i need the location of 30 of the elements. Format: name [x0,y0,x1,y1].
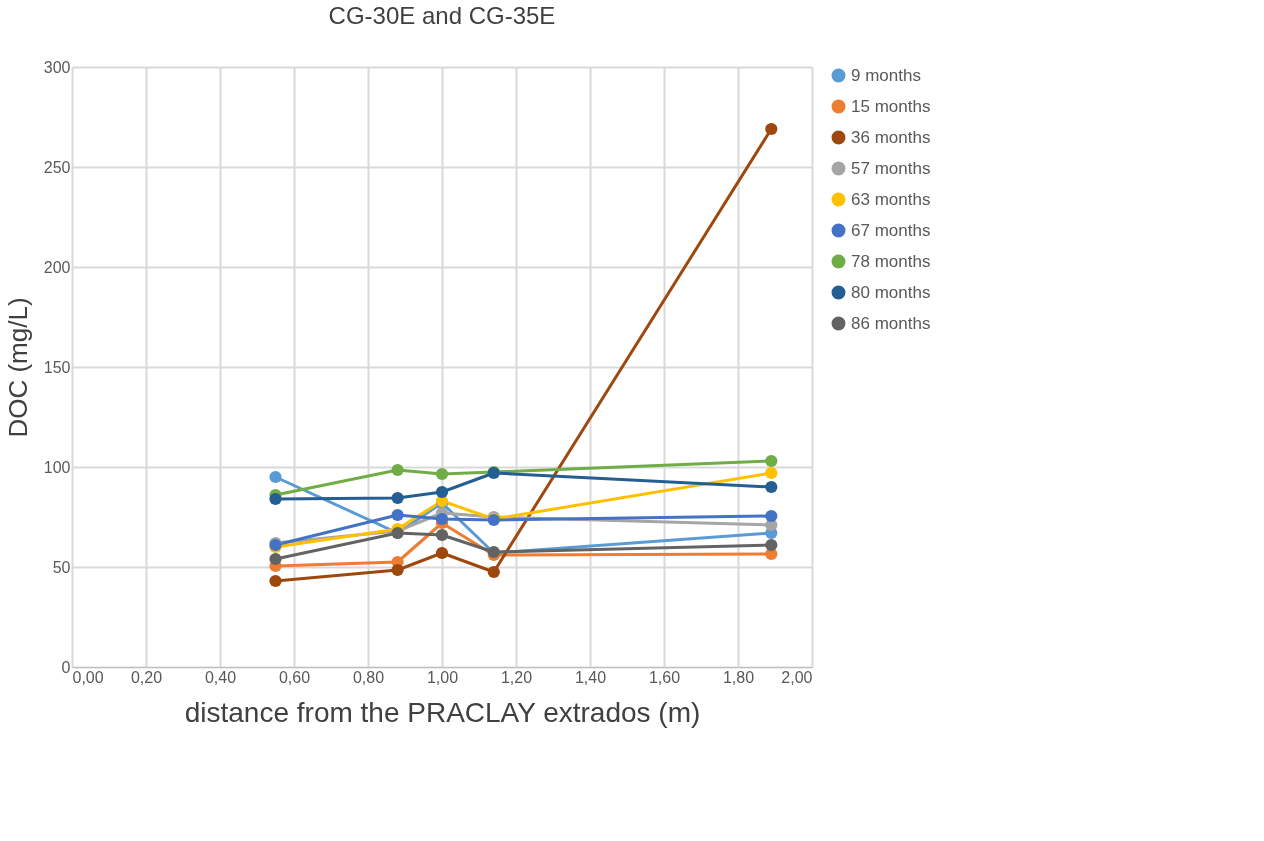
legend-label: 78 months [851,251,931,271]
legend-label: 80 months [851,282,931,302]
x-tick-label: 0,20 [130,668,163,686]
y-axis-title: DOC (mg/L) [2,297,33,438]
legend-label: 63 months [851,189,931,209]
x-tick-label: 1,60 [648,668,681,686]
x-tick-label: 0,60 [278,668,311,686]
x-tick-label: 1,00 [426,668,459,686]
legend-label: 9 months [851,65,921,85]
x-tick-label: 1,80 [722,668,755,686]
y-tick-label: 300 [43,58,71,76]
legend-label: 15 months [851,96,931,116]
x-tick-label: 1,20 [500,668,533,686]
y-tick-label: 200 [43,258,71,276]
y-tick-label: 150 [43,358,71,376]
y-tick-label: 100 [43,458,71,476]
y-tick-label: 50 [52,558,71,576]
x-tick-label: 1,40 [574,668,607,686]
chart-title: CG-30E and CG-35E [328,2,556,29]
legend-label: 67 months [851,220,931,240]
legend-label: 86 months [851,313,931,333]
legend-label: 57 months [851,158,931,178]
y-tick-label: 0 [61,658,71,676]
x-tick-label: 0,80 [352,668,385,686]
legend-label: 36 months [851,127,931,147]
x-tick-label: 2,00 [781,668,813,686]
x-axis-title: distance from the PRACLAY extrados (m) [184,696,701,728]
x-tick-label: 0,00 [72,668,104,686]
y-tick-label: 250 [43,158,71,176]
x-tick-label: 0,40 [204,668,237,686]
